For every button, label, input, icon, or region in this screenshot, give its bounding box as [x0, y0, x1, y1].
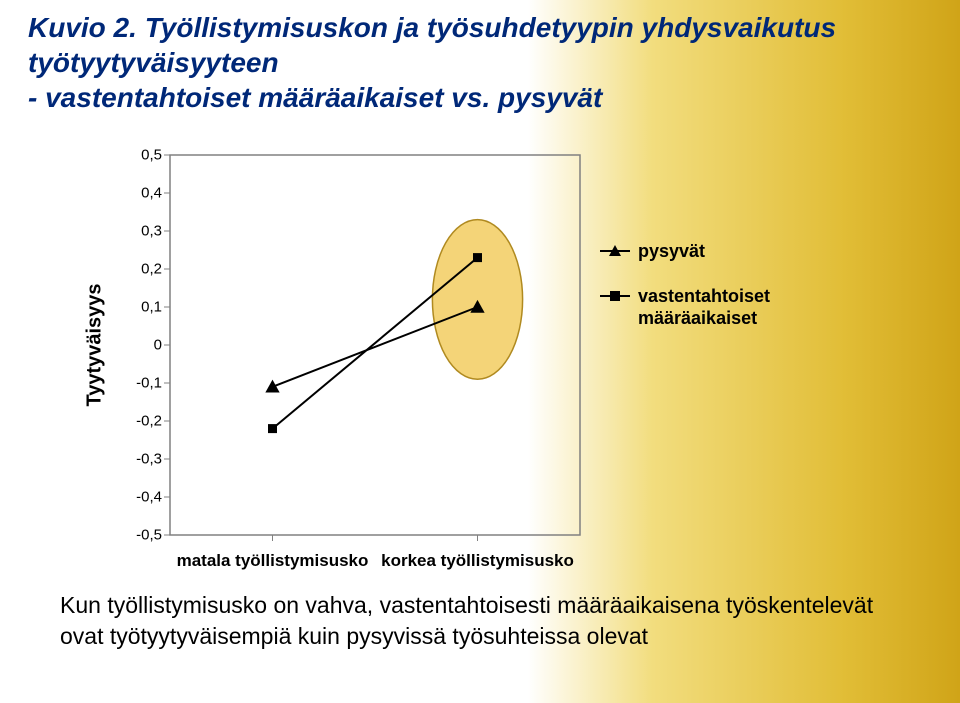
ytick-label: 0,5 [141, 147, 162, 164]
plot-area [170, 155, 580, 535]
triangle-icon [600, 244, 630, 258]
ytick-label: -0,3 [136, 451, 162, 468]
ytick-label: 0,2 [141, 261, 162, 278]
ytick-label: 0,3 [141, 223, 162, 240]
caption-text: Kun työllistymisusko on vahva, vastentah… [60, 590, 900, 652]
legend-item-vastentahtoiset: vastentahtoiset määräaikaiset [600, 285, 770, 330]
ytick-label: -0,2 [136, 413, 162, 430]
ytick-label: -0,5 [136, 527, 162, 544]
xtick-label: matala työllistymisusko [177, 551, 369, 571]
title-line3: - vastentahtoiset määräaikaiset vs. pysy… [28, 82, 602, 113]
legend-label: pysyvät [638, 240, 705, 263]
title-rest: Työllistymisuskon ja työsuhdetyypin yhdy… [28, 12, 836, 78]
ytick-label: 0,1 [141, 299, 162, 316]
xtick-label: korkea työllistymisusko [381, 551, 574, 571]
legend-label-line1: vastentahtoiset [638, 286, 770, 306]
y-axis-label: Tyytyväisyys [84, 283, 107, 406]
page: Kuvio 2. Työllistymisuskon ja työsuhdety… [0, 0, 960, 703]
ytick-label: -0,4 [136, 489, 162, 506]
legend-label: vastentahtoiset määräaikaiset [638, 285, 770, 330]
ytick-label: -0,1 [136, 375, 162, 392]
legend-label-line2: määräaikaiset [638, 308, 757, 328]
legend: pysyvät vastentahtoiset määräaikaiset [600, 240, 770, 352]
ytick-label: 0 [154, 337, 162, 354]
chart-title: Kuvio 2. Työllistymisuskon ja työsuhdety… [28, 10, 928, 115]
ytick-label: 0,4 [141, 185, 162, 202]
legend-item-pysyvat: pysyvät [600, 240, 770, 263]
square-icon [600, 289, 630, 303]
title-prefix: Kuvio 2. [28, 12, 137, 43]
